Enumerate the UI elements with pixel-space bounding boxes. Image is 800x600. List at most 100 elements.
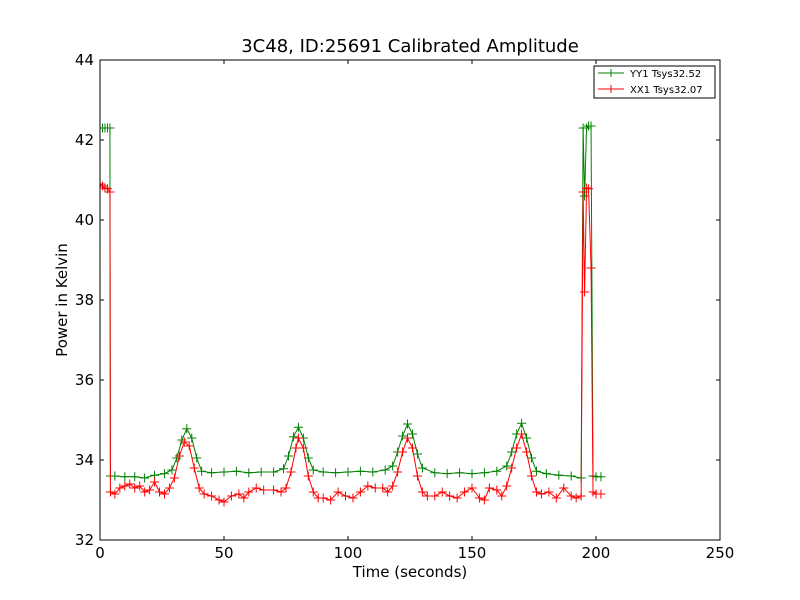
- series-yy1: [100, 121, 606, 483]
- data-point-marker: [179, 437, 189, 447]
- data-point-marker: [140, 473, 150, 483]
- data-point-marker: [184, 441, 194, 451]
- data-point-marker: [286, 467, 296, 477]
- data-point-marker: [269, 485, 279, 495]
- data-point-marker: [596, 472, 606, 482]
- data-point-marker: [239, 493, 249, 503]
- data-point-marker: [531, 466, 541, 476]
- y-tick-label: 36: [75, 371, 94, 389]
- data-point-marker: [256, 467, 266, 477]
- data-point-marker: [430, 491, 440, 501]
- data-point-marker: [100, 179, 105, 189]
- data-point-marker: [333, 487, 343, 497]
- x-axis-label: Time (seconds): [352, 563, 468, 581]
- data-point-marker: [279, 464, 289, 474]
- data-point-marker: [219, 467, 229, 477]
- legend: YY1 Tsys32.52 XX1 Tsys32.07: [593, 65, 716, 99]
- data-point-marker: [293, 422, 303, 432]
- data-point-marker: [412, 449, 422, 459]
- data-point-marker: [269, 467, 279, 477]
- data-point-marker: [182, 424, 192, 434]
- data-point-marker: [492, 466, 502, 476]
- data-point-marker: [159, 469, 169, 479]
- data-point-marker: [167, 465, 177, 475]
- legend-entry-yy1: YY1 Tsys32.52: [629, 69, 701, 80]
- data-point-marker: [586, 121, 596, 131]
- data-point-marker: [251, 483, 261, 493]
- data-point-marker: [517, 418, 527, 428]
- data-point-marker: [207, 491, 217, 501]
- data-point-marker: [492, 485, 502, 495]
- data-point-marker: [536, 489, 546, 499]
- data-point-marker: [283, 451, 293, 461]
- data-point-marker: [308, 487, 318, 497]
- data-point-marker: [169, 473, 179, 483]
- data-point-marker: [105, 487, 115, 497]
- data-point-marker: [586, 263, 596, 273]
- data-point-marker: [541, 469, 551, 479]
- data-point-marker: [388, 461, 398, 471]
- x-tick-label: 200: [582, 544, 611, 562]
- data-point-marker: [507, 447, 517, 457]
- data-point-marker: [259, 485, 269, 495]
- data-point-marker: [559, 483, 569, 493]
- data-point-marker: [231, 466, 241, 476]
- data-point-marker: [120, 472, 130, 482]
- data-point-marker: [343, 467, 353, 477]
- data-point-marker: [522, 447, 532, 457]
- data-point-marker: [380, 465, 390, 475]
- data-point-marker: [355, 487, 365, 497]
- y-tick-label: 40: [75, 211, 94, 229]
- x-tick-label: 50: [214, 544, 233, 562]
- legend-swatch-marker: [607, 69, 615, 77]
- data-point-marker: [442, 469, 452, 479]
- legend-box: [593, 65, 716, 99]
- data-point-marker: [582, 183, 592, 193]
- data-point-marker: [383, 487, 393, 497]
- y-axis-label: Power in Kelvin: [53, 243, 71, 357]
- data-point-marker: [363, 481, 373, 491]
- data-point-marker: [303, 471, 313, 481]
- data-point-marker: [412, 471, 422, 481]
- data-point-marker: [398, 431, 408, 441]
- data-point-marker: [341, 491, 351, 501]
- data-point-marker: [522, 433, 532, 443]
- y-tick-label: 42: [75, 131, 94, 149]
- data-point-marker: [281, 483, 291, 493]
- data-point-marker: [544, 487, 554, 497]
- data-point-marker: [276, 487, 286, 497]
- data-point-marker: [580, 191, 590, 201]
- x-tick-label: 150: [458, 544, 487, 562]
- legend-entry-xx1: XX1 Tsys32.07: [630, 85, 703, 96]
- data-point-marker: [527, 453, 537, 463]
- data-point-marker: [318, 467, 328, 477]
- data-point-marker: [130, 472, 140, 482]
- x-tick-label: 250: [706, 544, 735, 562]
- data-point-marker: [460, 487, 470, 497]
- data-point-marker: [159, 489, 169, 499]
- data-point-marker: [172, 453, 182, 463]
- series-line: [100, 125, 601, 479]
- y-tick-label: 44: [75, 51, 94, 69]
- data-point-marker: [192, 453, 202, 463]
- data-point-marker: [507, 463, 517, 473]
- data-point-marker: [378, 483, 388, 493]
- x-tick-label: 0: [95, 544, 105, 562]
- data-point-marker: [596, 489, 606, 499]
- data-point-marker: [326, 495, 336, 505]
- data-point-marker: [318, 493, 328, 503]
- data-point-marker: [288, 432, 298, 442]
- data-point-marker: [130, 483, 140, 493]
- data-point-marker: [348, 493, 358, 503]
- data-point-marker: [293, 433, 303, 443]
- data-point-marker: [554, 470, 564, 480]
- data-point-marker: [145, 485, 155, 495]
- data-point-marker: [398, 447, 408, 457]
- data-point-marker: [430, 468, 440, 478]
- plot-area-background: [100, 60, 720, 540]
- series-layer: [100, 121, 606, 507]
- data-point-marker: [393, 467, 403, 477]
- data-point-marker: [120, 481, 130, 491]
- data-point-marker: [234, 489, 244, 499]
- data-point-marker: [502, 461, 512, 471]
